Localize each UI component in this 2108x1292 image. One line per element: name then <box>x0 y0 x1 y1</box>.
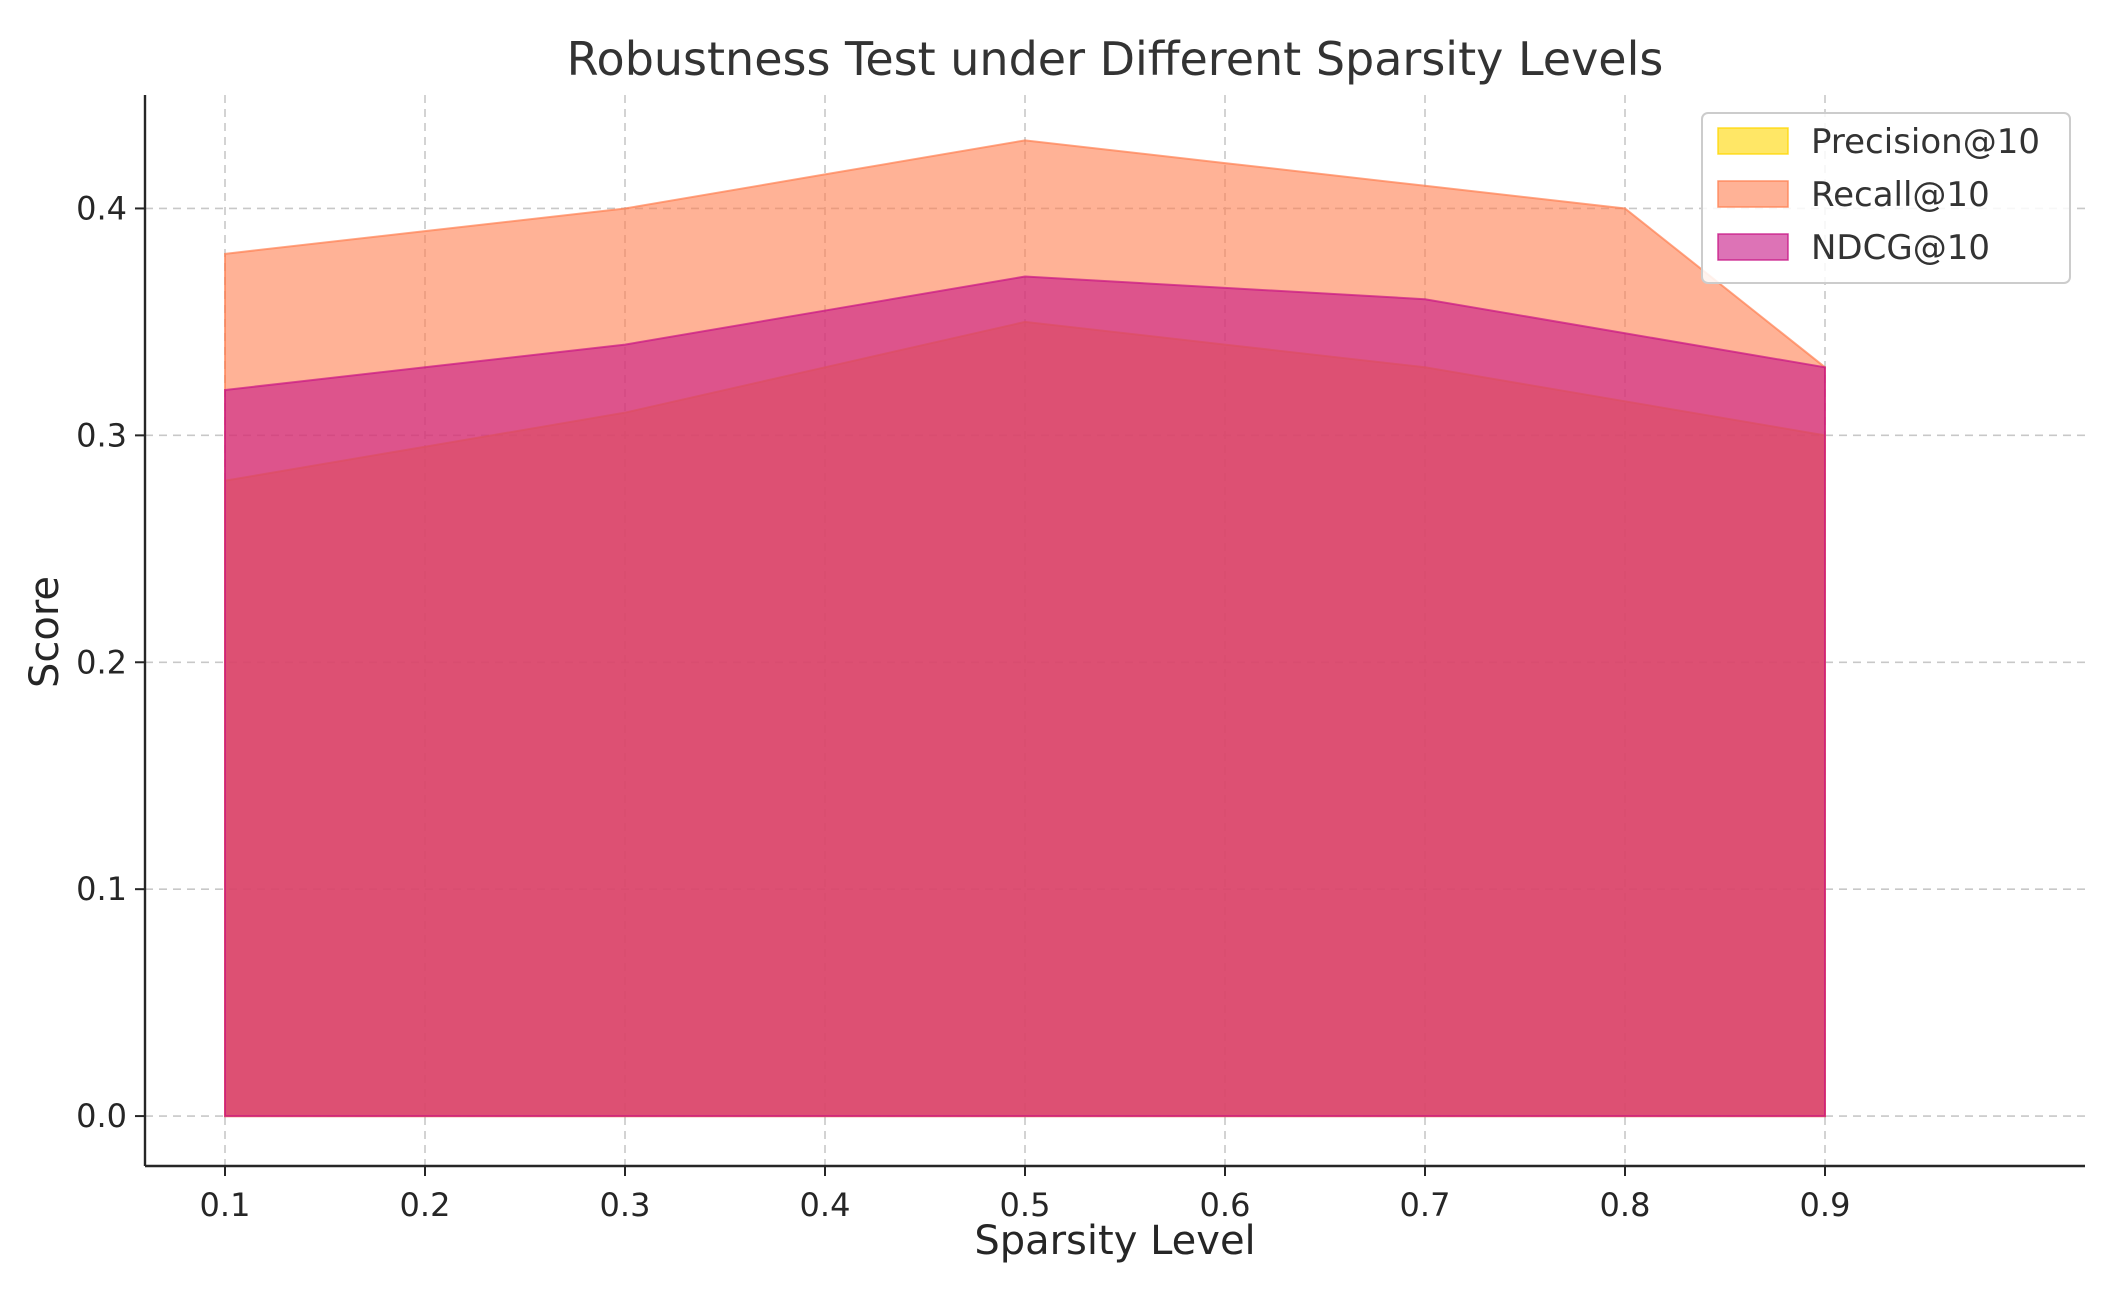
x-tick-label: 0.5 <box>1000 1186 1051 1224</box>
chart-title: Robustness Test under Different Sparsity… <box>567 32 1664 86</box>
y-tick-label: 0.1 <box>76 870 127 908</box>
x-axis-title: Sparsity Level <box>974 1218 1255 1264</box>
x-tick-label: 0.4 <box>800 1186 851 1224</box>
x-tick-label: 0.9 <box>1800 1186 1851 1224</box>
legend-swatch-precision-10 <box>1717 127 1789 155</box>
legend-label-ndcg-10: NDCG@10 <box>1811 228 1990 268</box>
y-axis-title: Score <box>22 576 68 688</box>
legend-label-recall-10: Recall@10 <box>1811 175 1990 215</box>
x-tick-label: 0.7 <box>1400 1186 1451 1224</box>
legend-swatch-recall-10 <box>1717 180 1789 208</box>
x-tick-label: 0.6 <box>1200 1186 1251 1224</box>
x-tick-label: 0.1 <box>200 1186 251 1224</box>
x-tick-label: 0.2 <box>400 1186 451 1224</box>
tick-layer: 0.1 0.2 0.3 0.4 0.5 0.6 0.7 0.8 0.9 0.0 0.1 0.2 0.3 0… <box>76 189 1850 1224</box>
x-tick-label: 0.8 <box>1600 1186 1651 1224</box>
axes-layer <box>143 95 2085 1168</box>
x-tick-label: 0.3 <box>600 1186 651 1224</box>
legend-label-precision-10: Precision@10 <box>1811 122 2040 162</box>
y-tick-label: 0.0 <box>76 1097 127 1135</box>
legend-swatch-ndcg-10 <box>1717 233 1789 261</box>
y-tick-label: 0.3 <box>76 416 127 454</box>
y-tick-label: 0.2 <box>76 643 127 681</box>
legend-box <box>1701 112 2071 284</box>
legend: Precision@10 Recall@10 NDCG@10 <box>1701 112 2071 284</box>
area-layer <box>224 139 1826 1118</box>
area-ndcg-10 <box>224 275 1826 1118</box>
y-tick-label: 0.4 <box>76 189 127 227</box>
